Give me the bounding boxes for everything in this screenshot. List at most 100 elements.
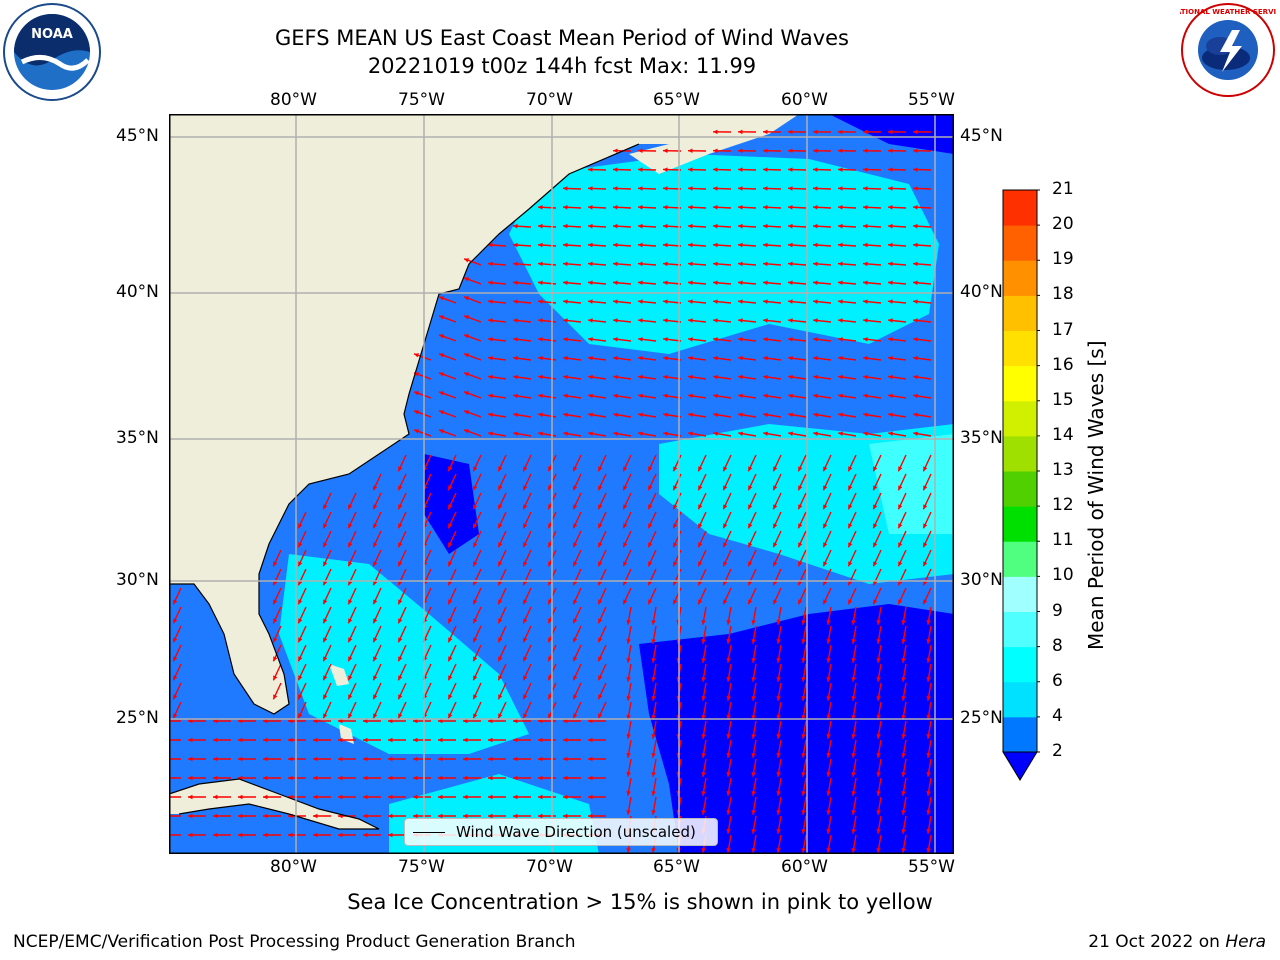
wave-arrow-head bbox=[488, 775, 493, 781]
wave-arrow-head bbox=[573, 466, 578, 472]
wave-arrow-head bbox=[348, 523, 353, 529]
wave-arrow-head bbox=[298, 713, 303, 719]
wave-arrow-head bbox=[448, 694, 453, 700]
wave-arrow-head bbox=[263, 718, 268, 724]
wave-arrow-head bbox=[598, 504, 603, 510]
wave-arrow-head bbox=[776, 790, 781, 796]
wave-arrow-head bbox=[463, 775, 468, 781]
wave-arrow-head bbox=[801, 657, 806, 663]
wave-arrow-head bbox=[913, 412, 918, 418]
wave-arrow-head bbox=[613, 280, 618, 286]
wave-arrow-head bbox=[848, 561, 853, 567]
colorbar-segment bbox=[1003, 330, 1037, 367]
wave-arrow-head bbox=[663, 412, 668, 418]
wave-arrow-head bbox=[851, 828, 856, 834]
wave-arrow-head bbox=[298, 694, 303, 700]
wave-arrow-head bbox=[498, 504, 503, 510]
lat-tick-right: 25°N bbox=[960, 708, 1003, 728]
wave-arrow-head bbox=[748, 504, 753, 510]
wave-arrow-head bbox=[888, 355, 893, 361]
wave-arrow-head bbox=[748, 485, 753, 491]
wave-arrow-head bbox=[898, 561, 903, 567]
wave-arrow-head bbox=[888, 318, 893, 323]
wave-arrow-head bbox=[273, 675, 278, 681]
wave-arrow-head bbox=[548, 656, 553, 662]
wave-arrow-head bbox=[348, 504, 353, 510]
wave-arrow-head bbox=[238, 775, 243, 781]
wave-arrow-head bbox=[448, 523, 453, 529]
wave-arrow-head bbox=[651, 638, 656, 644]
wave-arrow-head bbox=[713, 205, 718, 210]
wave-arrow-head bbox=[498, 523, 503, 529]
wave-arrow-head bbox=[538, 794, 543, 800]
wave-arrow-head bbox=[748, 523, 753, 529]
lat-tick-left: 25°N bbox=[116, 708, 159, 728]
wave-arrow-head bbox=[663, 148, 668, 154]
wave-arrow-head bbox=[638, 223, 643, 229]
wave-arrow-head bbox=[663, 261, 668, 267]
wave-arrow-head bbox=[688, 412, 693, 418]
wave-arrow-head bbox=[863, 280, 868, 286]
coastline bbox=[169, 143, 640, 715]
wave-arrow-head bbox=[188, 737, 193, 743]
wave-arrow-head bbox=[638, 355, 643, 361]
wave-arrow-head bbox=[523, 618, 528, 624]
wave-arrow-head bbox=[713, 242, 718, 248]
wave-arrow-head bbox=[563, 756, 568, 762]
wave-arrow-head bbox=[438, 813, 443, 819]
wave-arrow-head bbox=[698, 485, 703, 491]
wave-arrow-head bbox=[563, 431, 569, 436]
wave-zone-central-light bbox=[869, 434, 954, 534]
wave-arrow-head bbox=[838, 242, 843, 248]
wave-arrow-head bbox=[801, 733, 806, 739]
wave-arrow-head bbox=[538, 280, 543, 286]
wave-arrow-head bbox=[288, 756, 293, 762]
wave-arrow-head bbox=[788, 412, 793, 418]
wave-arrow-head bbox=[398, 485, 403, 491]
wave-arrow-head bbox=[813, 186, 818, 191]
wave-arrow-head bbox=[538, 374, 543, 380]
wave-arrow-head bbox=[498, 618, 503, 624]
wave-arrow-head bbox=[851, 657, 856, 663]
wave-arrow-head bbox=[598, 542, 603, 548]
wave-arrow-head bbox=[439, 315, 445, 320]
map-panel bbox=[169, 114, 954, 854]
colorbar-segment bbox=[1003, 541, 1037, 577]
wave-arrow-head bbox=[863, 355, 868, 361]
wave-arrow-head bbox=[876, 847, 881, 853]
wave-arrow-head bbox=[488, 280, 493, 286]
footer-date: 21 Oct 2022 on Hera bbox=[1088, 932, 1266, 952]
wave-arrow-head bbox=[288, 775, 293, 781]
wave-arrow-head bbox=[913, 337, 918, 342]
wave-arrow-head bbox=[413, 813, 418, 819]
wave-arrow-head bbox=[523, 523, 528, 529]
wave-arrow-head bbox=[738, 393, 743, 399]
wave-arrow-head bbox=[688, 261, 693, 267]
wave-arrow-head bbox=[648, 466, 653, 472]
wave-arrow-head bbox=[588, 205, 593, 210]
wave-arrow-head bbox=[438, 775, 443, 781]
wave-arrow-head bbox=[926, 638, 931, 644]
wave-arrow-head bbox=[613, 355, 618, 361]
wave-arrow-head bbox=[838, 261, 843, 267]
wave-arrow-head bbox=[723, 542, 728, 548]
wave-arrow-head bbox=[788, 318, 793, 323]
wave-arrow-head bbox=[773, 485, 778, 491]
wave-arrow-head bbox=[388, 775, 393, 781]
wave-arrow-head bbox=[673, 485, 678, 491]
wave-arrow-head bbox=[776, 752, 781, 758]
wave-arrow-head bbox=[701, 847, 706, 853]
wave-arrow-head bbox=[773, 523, 778, 529]
lat-tick-left: 35°N bbox=[116, 428, 159, 448]
wave-arrow-head bbox=[788, 374, 793, 380]
wave-arrow-head bbox=[213, 794, 218, 800]
wave-arrow-head bbox=[888, 148, 893, 154]
wave-arrow-head bbox=[926, 619, 931, 625]
wave-arrow-head bbox=[851, 676, 856, 682]
wave-arrow-head bbox=[438, 737, 443, 743]
wave-arrow-head bbox=[523, 561, 528, 567]
wave-arrow-head bbox=[726, 752, 731, 758]
wave-arrow-head bbox=[648, 485, 653, 491]
wave-arrow-head bbox=[788, 280, 793, 286]
wave-arrow-head bbox=[388, 756, 393, 762]
